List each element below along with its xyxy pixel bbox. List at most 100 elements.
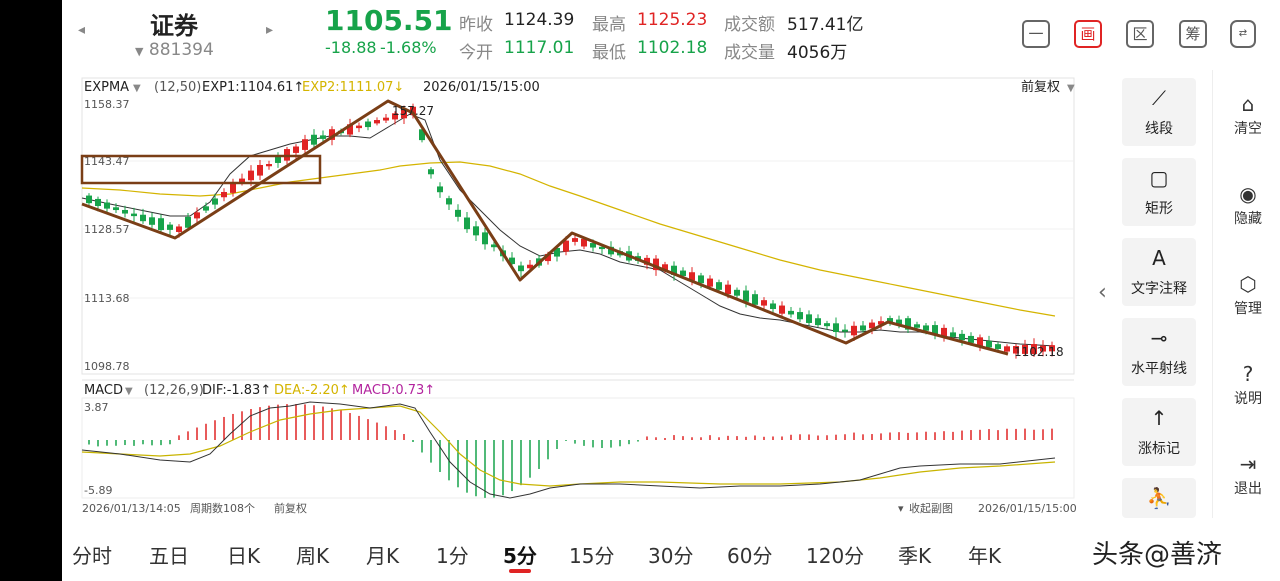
candle-body [1022, 344, 1028, 354]
adjust-selector[interactable]: 前复权 [1021, 79, 1060, 95]
chips-button[interactable]: 筹 [1179, 20, 1207, 48]
candle-body [293, 146, 299, 153]
annotation-trendline[interactable] [81, 99, 1009, 356]
open-label: 今开 [459, 43, 493, 63]
candle-body [383, 117, 389, 121]
next-stock-arrow-icon[interactable]: ▸ [266, 22, 274, 38]
indicator-name[interactable]: EXPMA [84, 80, 129, 95]
candle-body [428, 169, 434, 175]
indicator-dropdown-icon[interactable]: ▼ [133, 83, 141, 94]
candle-body [1013, 346, 1019, 354]
candle-body [464, 217, 470, 230]
candle-body [509, 257, 515, 265]
annotation-rectangle[interactable] [80, 154, 322, 185]
tab-1min[interactable]: 1分 [436, 544, 469, 568]
side-manage[interactable]: ⬡ 管理 [1218, 272, 1278, 318]
macd-indicator-name[interactable]: MACD [84, 383, 123, 398]
candle-body [491, 244, 497, 248]
tab-60min[interactable]: 60分 [727, 544, 773, 568]
tab-30min[interactable]: 30分 [648, 544, 694, 568]
adjust-dropdown-icon[interactable]: ▼ [1067, 83, 1075, 94]
line-mode-button[interactable]: 一 [1022, 20, 1050, 48]
trash-icon: ⌂ [1241, 92, 1255, 116]
candle-body [878, 321, 884, 325]
candle-body [950, 332, 956, 337]
candle-body [797, 312, 803, 320]
y-label: 1098.78 [84, 360, 130, 373]
tab-weekly[interactable]: 周K [296, 544, 330, 568]
candle-body [527, 264, 533, 269]
tab-120min[interactable]: 120分 [806, 544, 865, 568]
tool-rectangle[interactable]: ▢ 矩形 [1122, 158, 1196, 226]
tab-15min[interactable]: 15分 [569, 544, 615, 568]
tab-monthly[interactable]: 月K [366, 544, 400, 568]
kline-chart-area[interactable]: EXPMA ▼ (12,50) EXP1:1104.61↑ EXP2:1111.… [80, 70, 1090, 518]
prev-stock-arrow-icon[interactable]: ◂ [78, 22, 86, 38]
tab-quarterly[interactable]: 季K [898, 544, 932, 568]
candle-body [1031, 344, 1037, 355]
horizontal-ray-icon: ⊸ [1150, 326, 1168, 350]
low-annotation: 1102.18 [1014, 345, 1064, 359]
period-count: 周期数108个 [190, 502, 255, 515]
y-label: 1158.37 [84, 98, 130, 111]
candle-body [185, 216, 191, 228]
collapse-panel-chevron-icon[interactable]: ‹ [1098, 280, 1107, 305]
candle-body [698, 275, 704, 284]
candle-body [419, 129, 425, 141]
text-a-icon: A [1152, 246, 1166, 270]
tab-five-day[interactable]: 五日 [149, 544, 189, 568]
high-value: 1125.23 [637, 10, 708, 30]
macd-dropdown-icon[interactable]: ▼ [125, 386, 133, 397]
macd-y-top: 3.87 [84, 401, 109, 414]
high-label: 最高 [592, 15, 626, 35]
last-price: 1105.51 [325, 4, 453, 37]
tab-5min[interactable]: 5分 [503, 544, 537, 568]
volume-value: 4056万 [787, 43, 848, 63]
candlesticks [86, 103, 1055, 359]
candle-body [140, 214, 146, 222]
divider [1212, 70, 1213, 518]
macd-value: MACD:0.73↑ [352, 383, 435, 398]
collapse-icon[interactable]: ▾ [898, 502, 904, 515]
exp1-value: EXP1:1104.61↑ [202, 80, 304, 95]
tab-intraday[interactable]: 分时 [72, 544, 112, 568]
draw-mode-button[interactable]: 画 [1074, 20, 1102, 48]
candle-body [365, 121, 371, 128]
side-clear[interactable]: ⌂ 清空 [1218, 92, 1278, 138]
candle-body [887, 318, 893, 323]
candle-body [311, 134, 317, 145]
side-exit[interactable]: ⇥ 退出 [1218, 452, 1278, 498]
price-change-pct: -1.68% [380, 38, 437, 57]
range-button[interactable]: 区 [1126, 20, 1154, 48]
candle-body [410, 106, 416, 116]
low-label: 最低 [592, 43, 626, 63]
period-tabs: 分时 五日 日K 周K 月K 1分 5分 15分 30分 60分 120分 季K… [62, 522, 1280, 581]
candle-body [221, 191, 227, 198]
candle-body [869, 322, 875, 329]
tool-segment[interactable]: ⟋ 线段 [1122, 78, 1196, 146]
candle-body [86, 195, 92, 204]
tab-yearly[interactable]: 年K [968, 544, 1002, 568]
tool-up-mark[interactable]: ↑ 涨标记 [1122, 398, 1196, 466]
drawing-toolbar: ‹ ⟋ 线段 ▢ 矩形 A 文字注释 ⊸ 水平射线 ↑ 涨标记 ⛹ ⌂ 清空 [1090, 70, 1280, 518]
candle-body [329, 129, 335, 140]
tool-text-note[interactable]: A 文字注释 [1122, 238, 1196, 306]
gear-icon: ⬡ [1239, 272, 1257, 296]
candle-body [761, 300, 767, 306]
tab-daily[interactable]: 日K [227, 544, 261, 568]
exp2-value: EXP2:1111.07↓ [302, 80, 404, 95]
stock-code[interactable]: ▼ 881394 [135, 40, 214, 60]
candle-body [959, 333, 965, 341]
side-help[interactable]: ? 说明 [1218, 362, 1278, 408]
candle-body [257, 164, 263, 176]
collapse-subchart-button[interactable]: 收起副图 [909, 501, 953, 515]
tool-more[interactable]: ⛹ [1122, 478, 1196, 518]
candle-body [905, 318, 911, 330]
kline-chart[interactable]: EXPMA ▼ (12,50) EXP1:1104.61↑ EXP2:1111.… [80, 70, 1090, 518]
side-hide[interactable]: ◉ 隐藏 [1218, 182, 1278, 228]
candle-body [770, 303, 776, 310]
candle-body [581, 238, 587, 247]
tool-horizontal-ray[interactable]: ⊸ 水平射线 [1122, 318, 1196, 386]
rotate-screen-icon[interactable]: ⇄ [1230, 20, 1256, 48]
macd-histogram [88, 404, 1053, 498]
